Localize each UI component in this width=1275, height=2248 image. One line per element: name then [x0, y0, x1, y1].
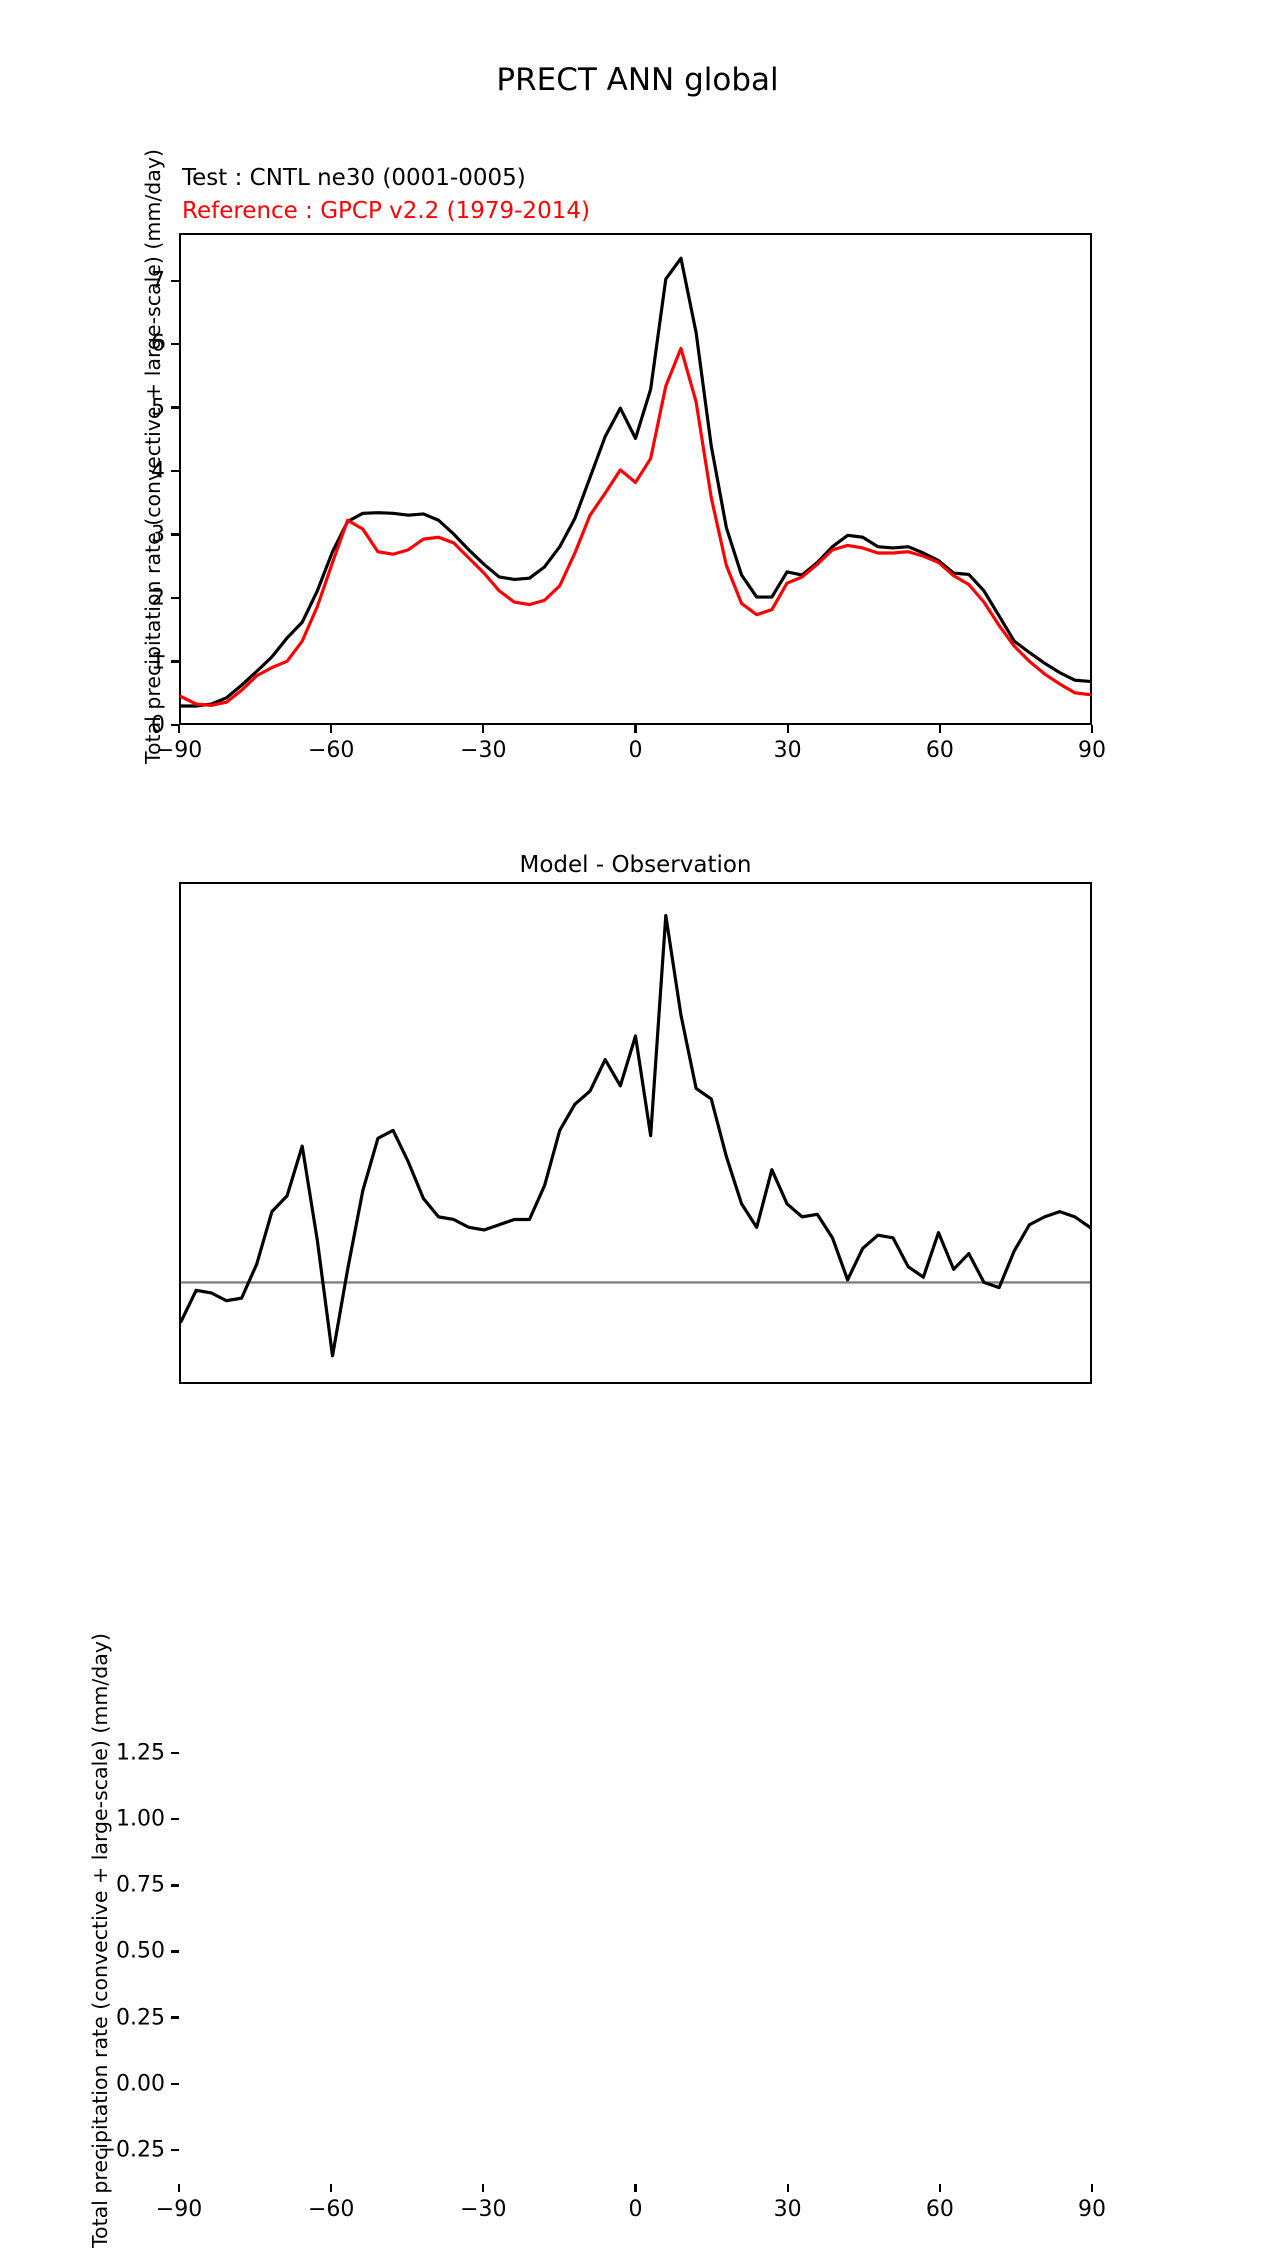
y-tick-mark	[171, 342, 179, 346]
x-tick-mark	[330, 725, 333, 733]
y-tick-mark	[171, 2148, 179, 2151]
x-tick-label: −60	[307, 738, 355, 763]
y-tick-label: 0	[151, 712, 165, 738]
page-title: PRECT ANN global	[496, 62, 779, 98]
y-tick-label: 3	[151, 522, 165, 548]
y-tick-mark	[171, 1818, 179, 1821]
legend-entry-reference: Reference : GPCP v2.2 (1979-2014)	[182, 198, 590, 224]
y-tick-mark	[171, 533, 179, 536]
y-tick-label: 1.25	[116, 1740, 165, 1766]
x-tick-label: −30	[460, 738, 507, 763]
x-tick-label: −30	[460, 2197, 507, 2222]
x-tick-label: −90	[155, 738, 203, 763]
x-tick-label: 90	[1078, 738, 1106, 763]
subplot-title-difference: Model - Observation	[519, 852, 752, 878]
x-tick-mark	[482, 725, 485, 733]
legend-entry-test: Test : CNTL ne30 (0001-0005)	[182, 165, 526, 191]
x-tick-mark	[938, 2184, 941, 2192]
axes-top	[179, 233, 1092, 725]
y-tick-label: −0.25	[97, 2137, 165, 2163]
x-tick-label: 60	[925, 738, 954, 763]
x-tick-mark	[482, 2184, 485, 2192]
y-tick-label: 0.25	[116, 2005, 165, 2031]
x-tick-mark	[786, 2184, 789, 2192]
data-series-0	[179, 256, 1092, 708]
y-tick-mark	[171, 469, 179, 473]
x-tick-label: 30	[773, 738, 802, 763]
x-tick-mark	[634, 2184, 637, 2192]
y-tick-mark	[171, 1884, 179, 1887]
x-tick-label: −60	[307, 2197, 355, 2222]
x-tick-label: 60	[925, 2197, 954, 2222]
data-series-1	[179, 346, 1092, 707]
x-tick-label: 30	[773, 2197, 802, 2222]
x-tick-mark	[938, 725, 941, 733]
y-tick-mark	[171, 1752, 179, 1755]
x-tick-label: 90	[1078, 2197, 1106, 2222]
x-tick-label: 0	[628, 738, 643, 763]
y-tick-label: 1.00	[116, 1806, 165, 1832]
y-tick-label: 0.00	[116, 2071, 165, 2097]
zonal-mean-panel: Test : CNTL ne30 (0001-0005) Reference :…	[0, 0, 1275, 800]
y-tick-label: 7	[151, 268, 165, 294]
y-tick-mark	[171, 660, 179, 663]
x-tick-mark	[177, 2184, 181, 2192]
data-series-0	[179, 913, 1092, 1358]
y-tick-label: 1	[151, 649, 165, 675]
x-tick-label: −90	[155, 2197, 203, 2222]
y-tick-label: 0.50	[116, 1938, 165, 1964]
y-tick-label: 5	[151, 395, 165, 421]
x-tick-mark	[177, 725, 181, 733]
x-tick-label: 0	[628, 2197, 643, 2222]
line-plot-bottom	[179, 913, 1092, 1358]
x-tick-mark	[634, 725, 637, 733]
x-tick-mark	[1090, 725, 1094, 733]
y-tick-label: 4	[151, 458, 165, 484]
difference-panel: Model - Observation Total precipitation …	[0, 800, 1275, 2248]
y-tick-mark	[171, 279, 179, 282]
y-tick-mark	[171, 2082, 179, 2085]
y-tick-mark	[171, 2016, 179, 2019]
y-tick-label: 2	[151, 585, 165, 611]
line-plot-top	[179, 256, 1092, 708]
y-tick-mark	[171, 1950, 179, 1953]
y-tick-mark	[171, 723, 179, 727]
y-tick-label: 6	[151, 331, 165, 357]
x-tick-mark	[786, 725, 789, 733]
y-tick-label: 0.75	[116, 1872, 165, 1898]
x-tick-mark	[1090, 2184, 1094, 2192]
axes-bottom	[179, 882, 1092, 1384]
y-tick-mark	[171, 596, 179, 600]
x-tick-mark	[330, 2184, 333, 2192]
y-tick-mark	[171, 406, 179, 409]
